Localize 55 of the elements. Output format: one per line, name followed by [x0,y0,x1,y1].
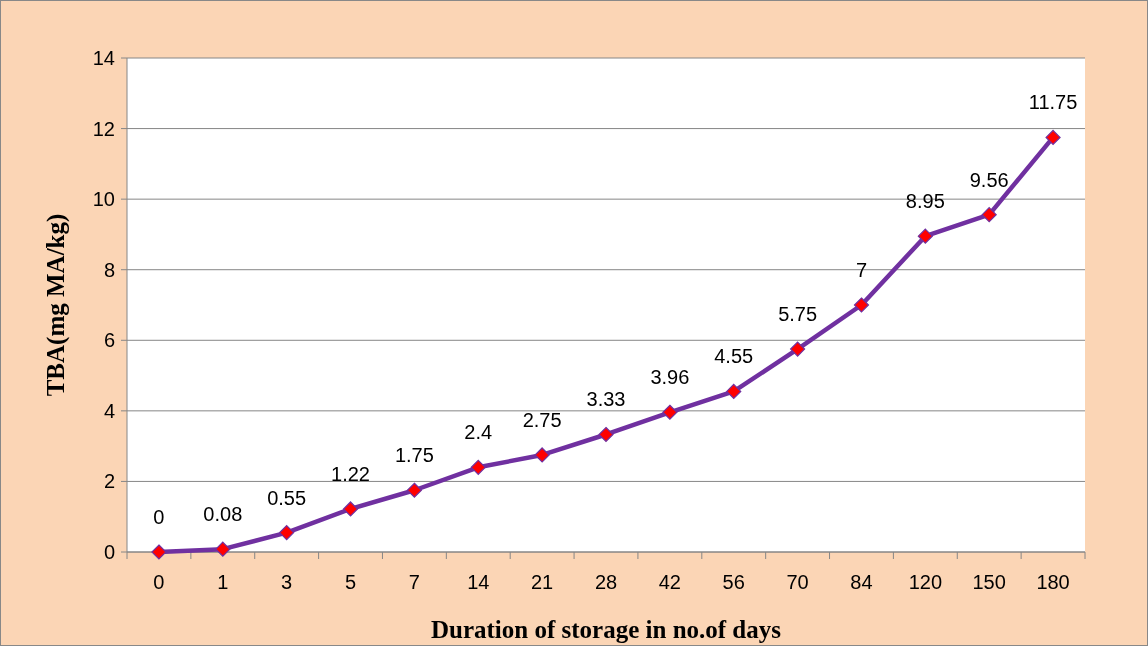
point [151,544,167,560]
x-axis-title: Duration of storage in no.of days [430,616,782,643]
data-label: 7 [855,259,868,281]
point [1045,129,1061,145]
data-label: 0.08 [203,503,243,526]
data-label: 0.55 [267,486,307,509]
point [790,341,806,357]
point [981,207,997,223]
x-tick-label: 70 [786,571,809,593]
data-label: 1.75 [394,444,434,467]
data-label: 2.75 [522,408,562,431]
x-tick-label: 42 [658,571,681,593]
point [279,524,295,541]
x-tick-label: 84 [850,571,873,593]
x-tick-label: 28 [594,571,618,593]
point [598,426,614,443]
point [470,459,486,475]
data-label: 5.75 [778,303,818,326]
y-tick-label: 12 [92,117,115,140]
x-tick-label: 5 [344,571,357,593]
y-tick-label: 8 [103,258,115,281]
x-tick-label: 7 [408,571,420,593]
point [342,501,359,517]
y-axis-title: TBA(mg MA/kg) [42,213,70,397]
y-tick-label: 0 [103,541,115,563]
y-tick-label: 2 [103,470,115,493]
data-label: 1.22 [331,462,370,485]
point [853,297,870,313]
point [917,228,933,244]
data-label: 8.95 [905,190,945,213]
data-label: 11.75 [1028,91,1078,114]
x-tick-label: 1 [217,571,229,593]
x-tick-label: 21 [531,571,554,593]
point [662,404,678,420]
x-tick-label: 14 [467,571,490,593]
x-tick-label: 56 [722,571,745,593]
data-label: 3.96 [650,366,690,389]
data-label: 9.56 [969,168,1009,191]
x-tick-label: 0 [153,571,165,593]
y-tick-label: 14 [92,47,115,69]
point [215,541,231,557]
point [534,447,550,463]
x-tick-label: 3 [281,571,293,593]
data-label: 3.33 [586,388,626,411]
data-label: 4.55 [714,345,754,368]
data-label: 0 [153,506,165,528]
y-tick-label: 10 [92,188,115,211]
x-tick-label: 150 [972,571,1006,593]
x-tick-label: 120 [908,571,943,593]
x-tick-label: 180 [1036,571,1070,593]
point [406,482,422,498]
data-label: 2.4 [464,421,493,444]
y-tick-label: 6 [103,329,115,352]
y-tick-label: 4 [103,399,115,422]
point [726,383,742,400]
